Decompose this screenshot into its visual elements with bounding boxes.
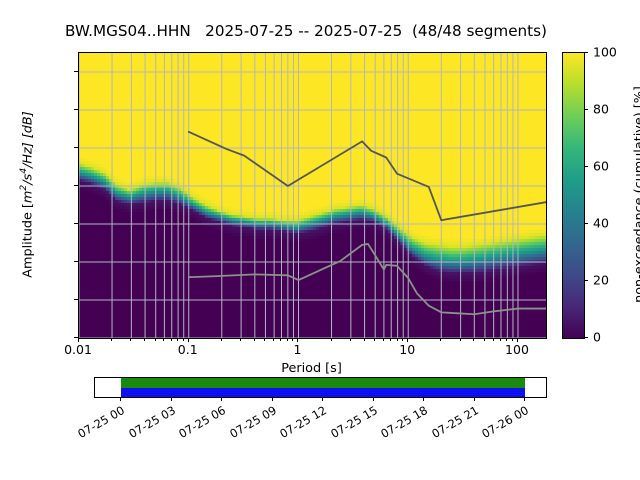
x-tick-mark-minor (144, 338, 146, 341)
timeline-tick-label: 07-25 00 (75, 403, 127, 441)
y-tick-mark (74, 147, 78, 148)
data-coverage-timeline[interactable] (94, 377, 547, 398)
y-tick-mark (74, 261, 78, 262)
x-tick-label: 100 (505, 342, 529, 357)
ppsd-plot-area[interactable] (78, 52, 547, 339)
y-axis-label: Amplitude [m2/s4/Hz] [dB] (18, 111, 36, 278)
x-tick-mark-minor (374, 338, 376, 341)
y-tick-mark (74, 299, 78, 300)
x-tick-mark-minor (396, 338, 398, 341)
colorbar-tick-label: 60 (593, 158, 609, 174)
colorbar-tick-mark (584, 52, 588, 53)
x-tick-mark-minor (349, 338, 351, 341)
data-coverage-blue (120, 387, 526, 397)
page-title: BW.MGS04..HHN 2025-07-25 -- 2025-07-25 (… (65, 22, 547, 40)
x-tick-mark-minor (286, 338, 288, 341)
y-tick-mark (74, 337, 78, 338)
y-tick-mark (74, 185, 78, 186)
timeline-tick-mark (221, 397, 223, 401)
colorbar-tick-label: 20 (593, 272, 609, 288)
x-tick-mark-major (297, 338, 299, 342)
colorbar-tick-mark (584, 280, 588, 281)
x-tick-mark-minor (511, 338, 513, 341)
colorbar[interactable] (562, 52, 585, 339)
x-tick-label: 0.01 (64, 342, 92, 357)
x-tick-mark-major (516, 338, 518, 342)
colorbar-tick-label: 0 (593, 329, 601, 345)
colorbar-tick-mark (584, 109, 588, 110)
x-tick-mark-minor (163, 338, 165, 341)
x-tick-mark-minor (390, 338, 392, 341)
x-tick-mark-minor (253, 338, 255, 341)
x-tick-label: 10 (399, 342, 416, 357)
x-tick-label: 1 (293, 342, 302, 357)
x-tick-mark-minor (170, 338, 172, 341)
timeline-tick-mark (423, 397, 425, 401)
noise-model-curves (187, 130, 546, 316)
x-tick-mark-major (187, 338, 189, 342)
timeline-tick-mark (524, 397, 526, 401)
x-tick-mark-minor (154, 338, 156, 341)
ppsd-density-heatmap (79, 53, 546, 338)
x-tick-mark-minor (264, 338, 266, 341)
x-tick-mark-minor (506, 338, 508, 341)
x-tick-mark-major (78, 338, 79, 342)
x-tick-mark-minor (273, 338, 275, 341)
x-tick-mark-minor (382, 338, 384, 341)
timeline-tick-mark (119, 397, 121, 401)
plot-gridlines (79, 53, 546, 338)
colorbar-tick-mark (584, 223, 588, 224)
x-axis-label: Period [s] (281, 361, 342, 376)
x-tick-mark-minor (177, 338, 179, 341)
timeline-tick-mark (170, 397, 172, 401)
x-tick-mark-minor (280, 338, 282, 341)
colorbar-label: non-exceedance (cumulative) [%] (632, 86, 640, 303)
colorbar-tick-label: 100 (593, 44, 617, 60)
x-tick-label: 0.1 (177, 342, 198, 357)
y-tick-mark (74, 109, 78, 110)
x-tick-mark-minor (111, 338, 113, 341)
data-coverage-green (120, 378, 526, 388)
nlnm-curve (187, 243, 546, 316)
timeline-tick-mark (271, 397, 273, 401)
x-tick-mark-major (407, 338, 409, 342)
colorbar-tick-label: 80 (593, 101, 609, 117)
colorbar-tick-mark (584, 166, 588, 167)
x-tick-mark-minor (330, 338, 332, 341)
colorbar-tick-mark (584, 337, 588, 338)
x-tick-mark-minor (402, 338, 404, 341)
y-tick-mark (74, 71, 78, 72)
timeline-tick-mark (473, 397, 475, 401)
x-tick-mark-minor (483, 338, 485, 341)
timeline-tick-mark (322, 397, 324, 401)
colorbar-tick-label: 40 (593, 215, 609, 231)
x-tick-mark-minor (492, 338, 494, 341)
x-tick-mark-minor (440, 338, 442, 341)
timeline-tick-mark (372, 397, 374, 401)
x-tick-mark-minor (220, 338, 222, 341)
x-tick-mark-minor (292, 338, 294, 341)
x-tick-mark-minor (363, 338, 365, 341)
x-tick-mark-minor (130, 338, 132, 341)
x-tick-mark-minor (240, 338, 242, 341)
colorbar-gradient (563, 53, 584, 338)
y-tick-mark (74, 223, 78, 224)
x-tick-mark-minor (459, 338, 461, 341)
nhnm-curve (187, 130, 546, 222)
x-tick-mark-minor (473, 338, 475, 341)
x-tick-mark-minor (182, 338, 184, 341)
x-tick-mark-minor (499, 338, 501, 341)
